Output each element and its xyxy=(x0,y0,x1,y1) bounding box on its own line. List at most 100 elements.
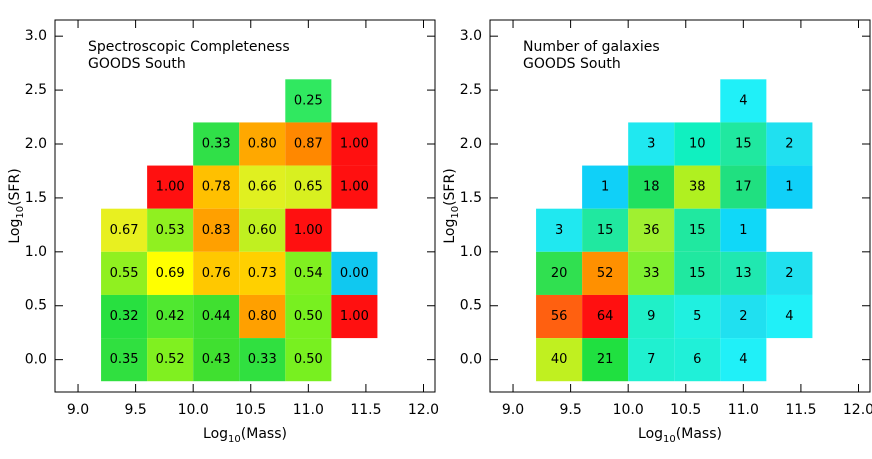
cell-label: 0.42 xyxy=(156,309,185,324)
cell-label: 0.67 xyxy=(110,223,139,238)
cell-label: 0.87 xyxy=(294,137,323,152)
cell-label: 13 xyxy=(735,266,752,281)
heat-cell xyxy=(582,338,629,382)
cell-label: 1.00 xyxy=(294,223,323,238)
heat-cell xyxy=(285,338,332,382)
cell-label: 0.52 xyxy=(156,352,185,367)
label-rest: (Mass) xyxy=(241,426,287,442)
x-tick-label: 9.5 xyxy=(559,402,581,418)
heat-cell xyxy=(193,338,240,382)
cell-label: 0.69 xyxy=(156,266,185,281)
cell-label: 1.00 xyxy=(340,137,369,152)
cell-label: 0.80 xyxy=(248,309,277,324)
cell-label: 0.33 xyxy=(202,137,231,152)
y-tick-label: 0.0 xyxy=(25,352,47,368)
cell-label: 2 xyxy=(785,137,793,152)
label-rest: (SFR) xyxy=(442,168,458,206)
heat-cell xyxy=(147,208,194,252)
cell-label: 2 xyxy=(739,309,747,324)
heat-cell xyxy=(582,251,629,295)
heat-cell xyxy=(147,251,194,295)
cell-label: 0.80 xyxy=(248,137,277,152)
heat-cell xyxy=(285,79,332,123)
heat-cell xyxy=(674,165,721,209)
heat-cell xyxy=(628,208,675,252)
cell-label: 21 xyxy=(597,352,614,367)
heat-cell xyxy=(766,165,813,209)
heat-cell xyxy=(331,251,378,295)
x-tick-label: 11.0 xyxy=(728,402,759,418)
y-tick-label: 1.5 xyxy=(460,190,482,206)
cell-label: 36 xyxy=(643,223,660,238)
y-tick-label: 2.0 xyxy=(25,136,47,152)
cell-label: 6 xyxy=(693,352,701,367)
cell-label: 2 xyxy=(785,266,793,281)
heat-cell xyxy=(285,122,332,166)
cell-label: 3 xyxy=(647,137,655,152)
heat-cell xyxy=(101,294,148,339)
heat-cell xyxy=(674,251,721,295)
cell-label: 64 xyxy=(597,309,614,324)
heat-cell xyxy=(239,338,286,382)
y-tick-label: 2.5 xyxy=(25,82,47,98)
y-tick-label: 3.0 xyxy=(460,28,482,44)
heat-cell xyxy=(147,165,194,209)
heat-cell xyxy=(193,251,240,295)
cell-label: 0.00 xyxy=(340,266,369,281)
x-axis-label: Log10(Mass) xyxy=(638,426,722,445)
y-tick-label: 1.5 xyxy=(25,190,47,206)
heat-cell xyxy=(720,122,767,166)
y-tick-label: 0.0 xyxy=(460,352,482,368)
heat-cell xyxy=(628,251,675,295)
y-tick-label: 2.5 xyxy=(460,82,482,98)
plot-frame xyxy=(54,19,436,393)
cell-label: 20 xyxy=(551,266,568,281)
x-tick-label: 11.5 xyxy=(350,402,381,418)
heat-cell xyxy=(582,165,629,209)
cell-label: 0.66 xyxy=(248,180,277,195)
heat-cell xyxy=(239,165,286,209)
heat-cell xyxy=(720,251,767,295)
heatmap-panel: 0.250.33 0.80 0.87 1.001.00 0.78 0.66 0.65 1.00… xyxy=(7,19,439,445)
cell-label: 1 xyxy=(785,180,793,195)
cell-label: 1 xyxy=(739,223,747,238)
x-tick-label: 12.0 xyxy=(843,402,872,418)
x-tick-label: 10.5 xyxy=(670,402,701,418)
cell-label: 0.65 xyxy=(294,180,323,195)
heat-cell xyxy=(720,338,767,382)
heat-cell xyxy=(331,294,378,339)
x-tick-label: 9.5 xyxy=(124,402,146,418)
x-tick-label: 10.5 xyxy=(235,402,266,418)
cell-label: 4 xyxy=(785,309,793,324)
cell-label: 9 xyxy=(647,309,655,324)
x-tick-label: 10.0 xyxy=(178,402,209,418)
x-tick-label: 11.0 xyxy=(293,402,324,418)
chart-title: Spectroscopic Completeness xyxy=(88,39,290,55)
heat-cell xyxy=(193,208,240,252)
cell-label: 0.25 xyxy=(294,93,323,108)
heat-cell xyxy=(331,122,378,166)
cell-label: 52 xyxy=(597,266,614,281)
label-base: Log xyxy=(442,219,458,244)
cell-label: 15 xyxy=(597,223,614,238)
heat-cell xyxy=(285,294,332,339)
y-axis-label: Log10(SFR) xyxy=(7,168,26,243)
cell-label: 0.43 xyxy=(202,352,231,367)
heat-cell xyxy=(582,294,629,339)
label-sub: 10 xyxy=(15,206,26,219)
cell-label: 18 xyxy=(643,180,660,195)
cell-label: 15 xyxy=(689,266,706,281)
cell-label: 0.50 xyxy=(294,352,323,367)
x-tick-label: 12.0 xyxy=(408,402,439,418)
heat-cell xyxy=(674,294,721,339)
heat-cell xyxy=(331,165,378,209)
cell-label: 0.44 xyxy=(202,309,231,324)
cell-label: 0.32 xyxy=(110,309,139,324)
heat-cell xyxy=(674,122,721,166)
cell-label: 33 xyxy=(643,266,660,281)
chart-subtitle: GOODS South xyxy=(523,56,621,72)
y-tick-label: 2.0 xyxy=(460,136,482,152)
heat-cell xyxy=(536,338,583,382)
x-tick-label: 9.0 xyxy=(67,402,89,418)
heat-cell xyxy=(147,338,194,382)
